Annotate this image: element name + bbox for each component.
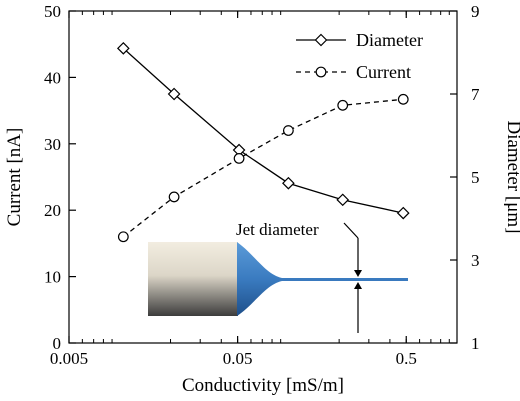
legend: Diameter Current (296, 30, 423, 82)
y-left-tick-label: 50 (44, 2, 61, 21)
x-tick-label: 0.5 (396, 349, 417, 368)
y-right-tick-label: 3 (471, 251, 480, 270)
legend-diameter-label: Diameter (356, 30, 423, 50)
plot-frame (68, 10, 458, 344)
current-point (282, 125, 294, 136)
legend-diameter-marker (314, 33, 328, 47)
current-point (397, 93, 409, 105)
series-diameter (116, 42, 410, 220)
y-left-tick-label: 0 (53, 334, 62, 353)
diameter-point (396, 206, 410, 220)
current-point (117, 231, 129, 243)
y-right-tick-label: 5 (471, 168, 480, 187)
diameter-point (116, 42, 130, 55)
nozzle-illustration (148, 242, 238, 316)
jet-diameter-annotation: Jet diameter (236, 220, 319, 239)
current-point (168, 191, 180, 203)
y-left-tick-label: 30 (44, 135, 61, 154)
diameter-point (336, 193, 350, 207)
jet-inset-illustration: Jet diameter (148, 220, 408, 333)
y-left-tick-label: 20 (44, 201, 61, 220)
taylor-cone-jet (237, 242, 408, 316)
legend-current-marker (315, 66, 327, 78)
current-point (337, 99, 349, 111)
current-point (233, 153, 245, 164)
diameter-point (282, 176, 295, 190)
y-left-tick-label: 10 (44, 268, 61, 287)
jet-arrow-up (354, 282, 362, 289)
y-right-tick-label: 9 (471, 2, 480, 21)
diameter-point (167, 87, 181, 101)
y-axis-left-label: Current [nA] (4, 128, 25, 227)
y-right-tick-label: 7 (471, 85, 480, 104)
y-axis-right-label: Diameter [μm] (503, 120, 520, 233)
current-line (122, 98, 404, 238)
jet-arrow-down (354, 270, 362, 277)
x-tick-label: 0.005 (50, 349, 88, 368)
y-right-tick-label: 1 (471, 334, 480, 353)
x-axis-label: Conductivity [mS/m] (182, 375, 344, 396)
diameter-line (122, 47, 404, 214)
series-current (117, 93, 409, 243)
axes: 0.005 0.05 0.5 0 10 20 30 40 50 1 3 5 7 9 (44, 2, 480, 368)
x-tick-label: 0.05 (223, 349, 253, 368)
jet-pointer-line (343, 222, 359, 239)
y-left-tick-label: 40 (44, 68, 61, 87)
legend-current-label: Current (356, 62, 411, 82)
series-layer (116, 42, 410, 243)
